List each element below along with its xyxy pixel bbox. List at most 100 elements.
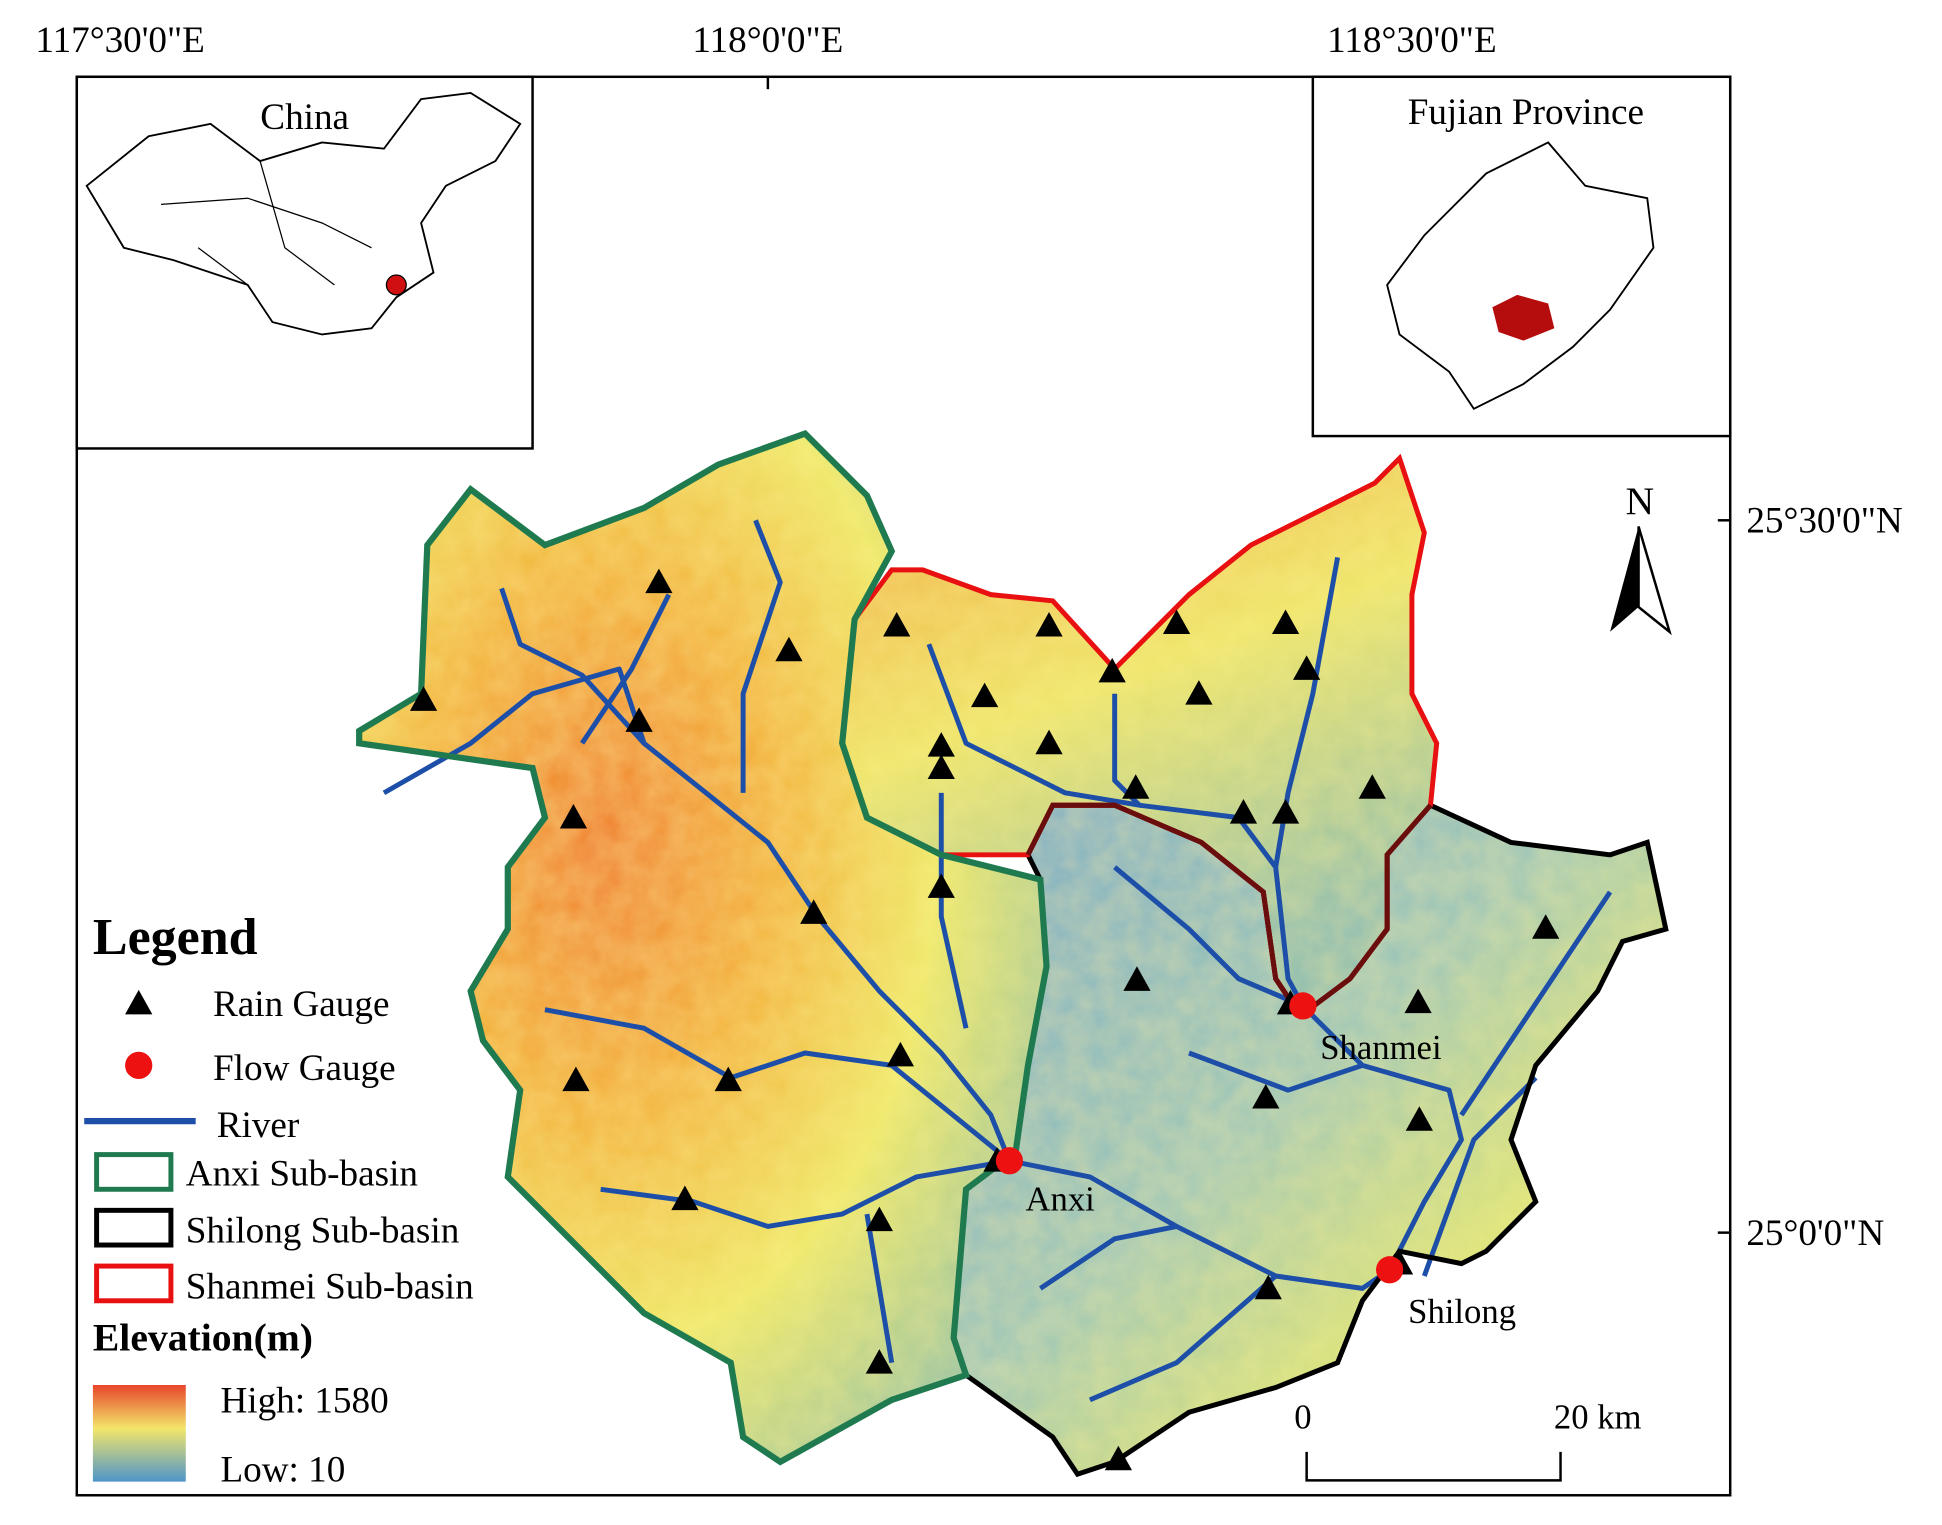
- rain-gauge: [559, 804, 588, 829]
- station-label: Shilong: [1408, 1292, 1516, 1331]
- shared-outline: [1025, 802, 1433, 1020]
- legend-shilong: [94, 1207, 174, 1248]
- rain-gauge: [865, 1206, 893, 1232]
- lon-label: 117°30'0"E: [35, 20, 204, 61]
- rain-gauge: [927, 873, 955, 898]
- legend-symbols: [84, 989, 196, 1482]
- legend-item: Shanmei Sub-basin: [186, 1266, 474, 1307]
- legend-title: Legend: [93, 909, 258, 966]
- lon-label: 118°0'0"E: [692, 20, 843, 61]
- rain-gauge: [1271, 799, 1300, 824]
- rain-gauge: [562, 1066, 590, 1092]
- rain-gauge: [800, 899, 828, 924]
- rain-gauge: [1123, 966, 1151, 991]
- inset-title: China: [260, 97, 349, 138]
- rain-gauge: [714, 1066, 742, 1092]
- river: [499, 587, 1012, 1162]
- rain-gauge: [1405, 1106, 1433, 1131]
- rain-gauge: [1122, 774, 1150, 799]
- north-arrow-right: [1637, 526, 1672, 636]
- legend-colorbar: [92, 1385, 186, 1482]
- river: [1038, 1224, 1178, 1291]
- scale-label: 20 km: [1554, 1397, 1642, 1436]
- scale-bar: [1305, 1451, 1562, 1482]
- legend-item: Rain Gauge: [213, 984, 389, 1025]
- fujian-highlight: [1492, 294, 1555, 341]
- rain-gauge: [865, 1349, 893, 1374]
- china-province: [160, 197, 372, 249]
- river: [1008, 1158, 1392, 1291]
- rain-gauge: [886, 1041, 915, 1067]
- rain-gauge: [1185, 680, 1213, 705]
- rain-gauge: [1229, 799, 1258, 824]
- rain-gauge: [1162, 609, 1191, 635]
- map-frame: [75, 75, 1732, 1497]
- station-label: Anxi: [1025, 1179, 1094, 1218]
- rain-gauge: [1358, 774, 1386, 799]
- rain-gauge: [1254, 1274, 1282, 1300]
- river: [544, 1007, 1011, 1163]
- flow-gauge: [995, 1147, 1024, 1175]
- legend-item: Anxi Sub-basin: [186, 1154, 419, 1195]
- legend-item: Flow Gauge: [213, 1048, 396, 1089]
- legend-item: River: [217, 1105, 300, 1146]
- legend-anxi: [94, 1152, 174, 1192]
- legend-high: High: 1580: [220, 1380, 388, 1421]
- rain-gauge: [671, 1185, 699, 1211]
- river: [1421, 1076, 1538, 1277]
- river: [938, 792, 969, 1029]
- lon-label: 118°30'0"E: [1327, 20, 1496, 61]
- river: [580, 593, 672, 745]
- legend-flow-gauge: [125, 1051, 153, 1080]
- legend-low: Low: 10: [220, 1450, 345, 1491]
- fujian-outline: [1386, 141, 1655, 411]
- rain-gauge: [775, 636, 803, 662]
- river: [382, 666, 647, 796]
- station-label: Shanmei: [1320, 1028, 1441, 1067]
- rain-gauge: [1252, 1083, 1280, 1109]
- river: [1088, 1274, 1278, 1403]
- anxi-outline: [356, 430, 1050, 1466]
- inset-title: Fujian Province: [1408, 92, 1644, 133]
- anxi-area: [359, 433, 1047, 1462]
- shilong-area: [953, 805, 1666, 1475]
- rain-gauge: [927, 754, 955, 779]
- rain-gauge: [1404, 988, 1432, 1014]
- rain-gauge: [625, 707, 653, 732]
- rain-gauge: [1532, 914, 1560, 939]
- rain-gauge: [1098, 657, 1126, 683]
- river: [1301, 1004, 1464, 1271]
- rain-gauge: [645, 568, 673, 594]
- legend-subtitle: Elevation(m): [93, 1315, 313, 1359]
- river: [1188, 1050, 1364, 1093]
- rain-gauge: [1035, 611, 1063, 637]
- rain-gauge: [1293, 655, 1321, 680]
- river: [1113, 865, 1304, 1009]
- china-outline: [85, 91, 522, 336]
- china-highlight: [385, 274, 407, 296]
- china-province: [259, 160, 335, 286]
- lat-label: 25°0'0"N: [1746, 1213, 1884, 1254]
- legend-rain-gauge: [125, 989, 153, 1015]
- flow-gauge: [1375, 1256, 1404, 1284]
- china-province: [197, 247, 249, 286]
- map-layer: [75, 75, 1732, 1482]
- scale-label: 0: [1294, 1397, 1311, 1436]
- legend-shanmei: [94, 1263, 174, 1304]
- river: [926, 643, 1306, 1008]
- rain-gauge: [409, 686, 438, 711]
- river: [740, 519, 783, 793]
- river: [1273, 557, 1341, 868]
- rain-gauge: [1104, 1445, 1133, 1471]
- flow-gauge: [1289, 992, 1317, 1020]
- shanmei-area: [842, 458, 1437, 1016]
- lat-label: 25°30'0"N: [1746, 501, 1902, 542]
- rain-gauge: [971, 682, 999, 708]
- river: [1459, 890, 1613, 1117]
- river: [864, 1213, 895, 1364]
- rain-gauge: [1271, 609, 1300, 635]
- north-arrow-left: [1610, 526, 1639, 632]
- rain-gauge: [1035, 729, 1063, 755]
